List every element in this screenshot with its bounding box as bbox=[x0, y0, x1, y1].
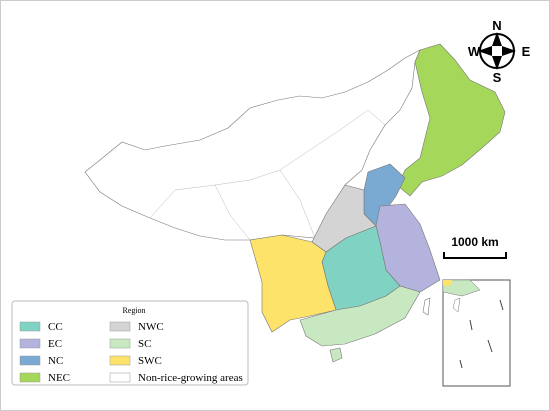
compass: N S W E bbox=[468, 18, 531, 85]
legend-swatch bbox=[109, 338, 131, 349]
region-sc-island bbox=[329, 347, 343, 363]
legend: Region CC EC NC NEC NWC SC SWC Non-rice-growing… bbox=[11, 300, 249, 386]
province-border bbox=[214, 184, 251, 241]
legend-label: SC bbox=[138, 338, 151, 350]
legend-swatch bbox=[109, 355, 131, 366]
scale-bar bbox=[443, 252, 507, 259]
legend-swatch bbox=[19, 372, 41, 383]
inset-map bbox=[442, 279, 511, 387]
region-sc bbox=[299, 285, 421, 347]
taiwan bbox=[422, 297, 431, 316]
legend-swatch bbox=[19, 338, 41, 349]
scale-label: 1000 km bbox=[451, 235, 498, 249]
compass-w: W bbox=[468, 44, 481, 59]
legend-label: EC bbox=[48, 338, 62, 350]
legend-label: NWC bbox=[138, 321, 164, 333]
legend-swatch bbox=[19, 321, 41, 332]
legend-label: NC bbox=[48, 355, 63, 367]
compass-s: S bbox=[493, 70, 502, 85]
legend-label: NEC bbox=[48, 372, 70, 384]
legend-swatch bbox=[19, 355, 41, 366]
compass-e: E bbox=[522, 44, 531, 59]
non-rice-area bbox=[84, 49, 421, 241]
legend-swatch bbox=[109, 321, 131, 332]
legend-title: Region bbox=[122, 306, 145, 315]
legend-label: SWC bbox=[138, 355, 162, 367]
compass-n: N bbox=[492, 18, 501, 33]
legend-swatch bbox=[109, 372, 131, 383]
legend-label: CC bbox=[48, 321, 63, 333]
legend-label: Non-rice-growing areas bbox=[138, 372, 243, 384]
province-border bbox=[279, 169, 316, 239]
region-nec bbox=[397, 43, 506, 197]
